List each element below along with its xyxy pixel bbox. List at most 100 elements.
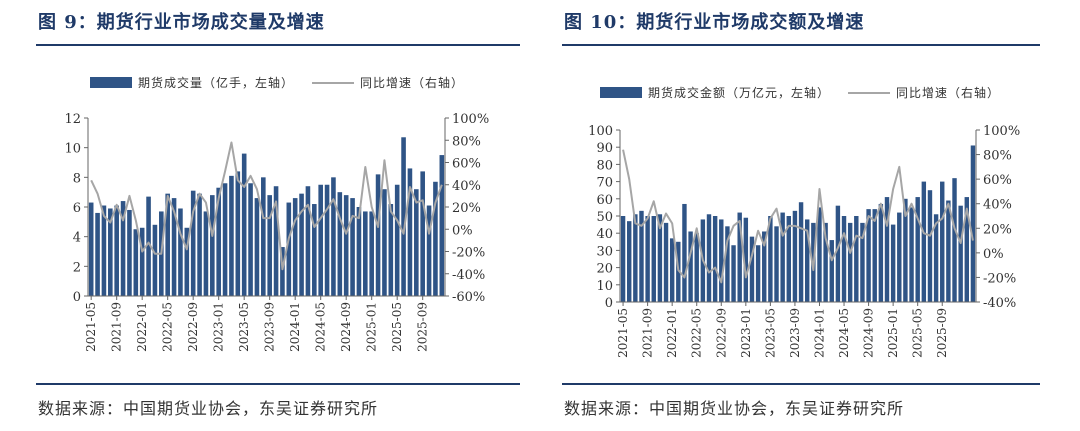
right-tick-label: 0% xyxy=(452,223,473,238)
x-tick-label: 2022-09 xyxy=(186,302,200,352)
volume-bar xyxy=(768,216,773,302)
legend-bar-swatch xyxy=(90,77,132,88)
volume-bar xyxy=(261,177,266,296)
volume-bar xyxy=(394,184,400,296)
left-tick-label: 50 xyxy=(596,210,613,225)
x-tick-label: 2024-05 xyxy=(314,302,328,352)
volume-bar xyxy=(388,204,394,296)
volume-bar xyxy=(823,222,828,302)
legend-bar-label: 期货成交金额（万亿元，左轴） xyxy=(648,85,830,100)
volume-bar xyxy=(970,145,976,302)
volume-bar xyxy=(401,137,406,296)
left-tick-label: 8 xyxy=(73,171,81,186)
volume-bar xyxy=(210,195,215,296)
x-tick-label: 2022-05 xyxy=(161,302,175,352)
volume-bar xyxy=(921,181,927,302)
source-note: 数据来源：中国期货业协会，东吴证券研究所 xyxy=(564,399,905,418)
x-tick-label: 2022-01 xyxy=(135,302,149,352)
left-tick-label: 80 xyxy=(596,158,613,173)
volume-bar xyxy=(847,222,853,302)
volume-bar xyxy=(248,183,253,296)
chart-title: 图 10：期货行业市场成交额及增速 xyxy=(564,12,865,33)
volume-bar xyxy=(669,238,675,302)
volume-bar xyxy=(363,211,368,296)
x-tick-label: 2023-01 xyxy=(212,302,226,352)
x-tick-label: 2023-05 xyxy=(763,308,777,358)
volume-bar xyxy=(286,202,292,296)
right-tick-label: -60% xyxy=(452,290,485,305)
volume-bar xyxy=(171,198,177,296)
volume-bar xyxy=(229,175,234,296)
volume-bar xyxy=(120,201,126,296)
chart-title: 图 9：期货行业市场成交量及增速 xyxy=(38,12,325,33)
x-tick-label: 2024-01 xyxy=(288,302,302,352)
volume-bar xyxy=(292,198,298,296)
volume-bar xyxy=(267,195,272,296)
left-tick-label: 70 xyxy=(596,176,613,191)
volume-bar xyxy=(101,205,107,296)
volume-bar xyxy=(719,219,724,302)
x-tick-label: 2025-05 xyxy=(911,308,925,358)
volume-bar xyxy=(356,207,362,296)
title-rule xyxy=(36,44,520,46)
x-tick-label: 2021-09 xyxy=(110,302,124,352)
volume-bar xyxy=(439,155,445,296)
left-tick-label: 100 xyxy=(588,124,613,139)
volume-bar xyxy=(190,190,196,296)
chart-panel-volume: 图 9：期货行业市场成交量及增速 0 2 4 6 8 10 12 -60% -40% -20% 0%… xyxy=(0,0,520,431)
volume-bar xyxy=(426,205,432,296)
x-tick-label: 2025-09 xyxy=(935,308,949,358)
volume-bar xyxy=(866,209,871,302)
source-note: 数据来源：中国期货业协会，东吴证券研究所 xyxy=(38,399,379,418)
volume-bar xyxy=(369,211,374,296)
x-tick-label: 2025-01 xyxy=(886,308,900,358)
x-tick-label: 2024-09 xyxy=(862,308,876,358)
source-rule xyxy=(562,383,1040,385)
volume-bar xyxy=(872,209,877,302)
x-tick-label: 2023-01 xyxy=(739,308,753,358)
volume-bar xyxy=(620,216,626,302)
left-tick-label: 10 xyxy=(596,279,613,294)
left-tick-label: 2 xyxy=(73,260,81,275)
right-tick-label: -40% xyxy=(452,268,485,283)
volume-bar xyxy=(749,236,755,302)
volume-bar xyxy=(798,202,804,302)
volume-bar xyxy=(350,198,355,296)
left-tick-label: 10 xyxy=(64,142,81,157)
volume-bar xyxy=(331,177,336,296)
volume-bar xyxy=(375,174,381,296)
volume-bar xyxy=(927,190,933,302)
volume-bar xyxy=(897,212,902,302)
volume-bar xyxy=(755,245,761,302)
source-rule xyxy=(36,383,520,385)
right-tick-label: 80% xyxy=(983,149,1012,164)
x-tick-label: 2025-01 xyxy=(365,302,379,352)
volume-bar xyxy=(792,210,798,302)
volume-bar xyxy=(854,216,859,302)
left-tick-label: 40 xyxy=(596,227,613,242)
right-tick-label: 40% xyxy=(983,198,1012,213)
volume-bar xyxy=(152,224,158,296)
volume-bar xyxy=(909,207,914,302)
right-tick-label: -40% xyxy=(983,296,1016,311)
turnover-chart: 0 10 20 30 40 50 60 70 80 90 100 -40% -20% 0% 20% 40% 60… xyxy=(588,85,1020,358)
volume-bar xyxy=(203,211,209,296)
x-tick-label: 2022-09 xyxy=(714,308,728,358)
volume-bar xyxy=(324,184,330,296)
volume-bar xyxy=(382,189,387,296)
volume-bar xyxy=(343,195,349,296)
left-tick-label: 12 xyxy=(64,112,81,127)
left-tick-label: 90 xyxy=(596,141,613,156)
x-tick-label: 2023-09 xyxy=(263,302,277,352)
volume-bar xyxy=(414,189,419,296)
volume-bar xyxy=(651,216,656,302)
volume-chart: 0 2 4 6 8 10 12 -60% -40% -20% 0% 20% 40% 60% 80% 100% 2… xyxy=(64,75,489,352)
left-tick-label: 0 xyxy=(73,290,81,305)
volume-bar xyxy=(915,197,920,302)
x-tick-label: 2021-05 xyxy=(84,302,98,352)
volume-bar xyxy=(420,171,425,296)
x-tick-label: 2024-05 xyxy=(837,308,851,358)
right-tick-label: 80% xyxy=(452,134,481,149)
volume-bar xyxy=(139,227,145,296)
volume-bar xyxy=(743,217,749,302)
